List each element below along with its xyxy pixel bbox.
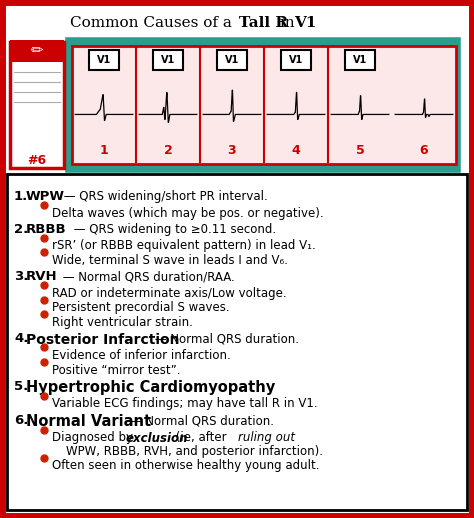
Text: Diagnosed by: Diagnosed by bbox=[52, 431, 137, 444]
Text: — Normal QRS duration/RAA.: — Normal QRS duration/RAA. bbox=[59, 270, 235, 283]
Text: in: in bbox=[275, 16, 300, 30]
Text: 2.: 2. bbox=[14, 223, 28, 236]
Text: 5.: 5. bbox=[14, 380, 28, 393]
Text: — Normal QRS duration.: — Normal QRS duration. bbox=[126, 414, 274, 427]
Text: exclusion: exclusion bbox=[126, 431, 189, 444]
Bar bbox=[68, 40, 458, 170]
Text: WPW: WPW bbox=[26, 190, 65, 203]
Text: 6: 6 bbox=[419, 143, 428, 156]
Text: V1: V1 bbox=[161, 55, 175, 65]
Text: — QRS widening/short PR interval.: — QRS widening/short PR interval. bbox=[60, 190, 268, 203]
Text: 6.: 6. bbox=[14, 414, 28, 427]
Text: Delta waves (which may be pos. or negative).: Delta waves (which may be pos. or negati… bbox=[52, 207, 324, 220]
Bar bbox=[10, 40, 64, 62]
Text: 5: 5 bbox=[356, 143, 365, 156]
Text: ruling out: ruling out bbox=[238, 431, 295, 444]
Text: V1: V1 bbox=[294, 16, 317, 30]
Bar bbox=[10, 42, 64, 168]
Bar bbox=[89, 50, 119, 70]
Text: Variable ECG findings; may have tall R in V1.: Variable ECG findings; may have tall R i… bbox=[52, 397, 318, 410]
Text: Posterior Infarction: Posterior Infarction bbox=[26, 333, 180, 347]
Text: Evidence of inferior infarction.: Evidence of inferior infarction. bbox=[52, 349, 231, 362]
Bar bbox=[281, 50, 311, 70]
Text: — Normal QRS duration.: — Normal QRS duration. bbox=[151, 333, 299, 346]
Text: 4: 4 bbox=[292, 143, 301, 156]
Text: Hypertrophic Cardiomyopathy: Hypertrophic Cardiomyopathy bbox=[26, 380, 275, 395]
Text: V1: V1 bbox=[225, 55, 239, 65]
Text: RAD or indeterminate axis/Low voltage.: RAD or indeterminate axis/Low voltage. bbox=[52, 287, 287, 300]
Text: Common Causes of a: Common Causes of a bbox=[70, 16, 237, 30]
Text: — QRS widening to ≥0.11 second.: — QRS widening to ≥0.11 second. bbox=[70, 223, 276, 236]
Text: ✏: ✏ bbox=[31, 44, 44, 59]
Text: rSR’ (or RBBB equivalent pattern) in lead V₁.: rSR’ (or RBBB equivalent pattern) in lea… bbox=[52, 239, 316, 252]
Text: 3.: 3. bbox=[14, 270, 28, 283]
Text: Persistent precordial S waves.: Persistent precordial S waves. bbox=[52, 301, 229, 314]
Text: 1: 1 bbox=[100, 143, 109, 156]
Text: Positive “mirror test”.: Positive “mirror test”. bbox=[52, 364, 181, 377]
Text: V1: V1 bbox=[353, 55, 367, 65]
Bar bbox=[7, 174, 467, 510]
Text: Often seen in otherwise healthy young adult.: Often seen in otherwise healthy young ad… bbox=[52, 459, 319, 472]
Text: Right ventricular strain.: Right ventricular strain. bbox=[52, 316, 193, 329]
Text: (ie, after: (ie, after bbox=[172, 431, 230, 444]
Bar bbox=[7, 8, 467, 38]
Text: 2: 2 bbox=[164, 143, 173, 156]
Text: #6: #6 bbox=[27, 153, 46, 166]
Text: 4.: 4. bbox=[14, 333, 28, 346]
Text: 1.: 1. bbox=[14, 190, 28, 203]
Bar bbox=[345, 50, 375, 70]
Text: Normal Variant: Normal Variant bbox=[26, 414, 151, 429]
Text: RBBB: RBBB bbox=[26, 223, 67, 236]
Text: Wide, terminal S wave in leads I and V₆.: Wide, terminal S wave in leads I and V₆. bbox=[52, 254, 288, 267]
Bar bbox=[72, 46, 456, 164]
Text: 3: 3 bbox=[228, 143, 237, 156]
Text: Tall R: Tall R bbox=[239, 16, 288, 30]
Text: V1: V1 bbox=[289, 55, 303, 65]
Text: V1: V1 bbox=[97, 55, 111, 65]
Bar bbox=[153, 50, 183, 70]
Text: WPW, RBBB, RVH, and posterior infarction).: WPW, RBBB, RVH, and posterior infarction… bbox=[66, 445, 323, 458]
Text: RVH: RVH bbox=[26, 270, 58, 283]
Bar bbox=[217, 50, 247, 70]
